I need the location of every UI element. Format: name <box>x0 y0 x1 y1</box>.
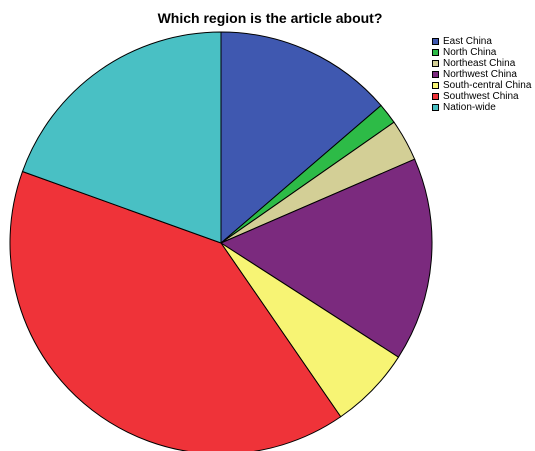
legend: East China North China Northeast China Nort… <box>432 36 531 113</box>
legend-label-east-china: East China <box>443 36 492 47</box>
legend-swatch-north-china <box>432 49 439 56</box>
chart-title: Which region is the article about? <box>157 10 383 26</box>
legend-swatch-northwest-china <box>432 71 439 78</box>
legend-item-north-china: North China <box>432 47 531 58</box>
pie-slice-nation-wide <box>21 31 222 244</box>
legend-label-nation-wide: Nation-wide <box>443 102 496 113</box>
legend-swatch-south-central-china <box>432 82 439 89</box>
pie-slice-northwest-china <box>219 158 433 358</box>
legend-swatch-southwest-china <box>432 93 439 100</box>
pie-slice-southwest-china <box>9 170 342 451</box>
legend-item-northwest-china: Northwest China <box>432 69 531 80</box>
legend-item-south-central-china: South-central China <box>432 80 531 91</box>
legend-label-northeast-china: Northeast China <box>443 58 516 69</box>
legend-item-east-china: East China <box>432 36 531 47</box>
legend-label-north-china: North China <box>443 47 497 58</box>
legend-swatch-east-china <box>432 38 439 45</box>
legend-item-nation-wide: Nation-wide <box>432 102 531 113</box>
legend-label-south-central-china: South-central China <box>443 80 532 91</box>
legend-item-southwest-china: Southwest China <box>432 91 531 102</box>
legend-item-northeast-china: Northeast China <box>432 58 531 69</box>
pie-slice-east-china <box>220 31 382 245</box>
legend-swatch-northeast-china <box>432 60 439 67</box>
legend-swatch-nation-wide <box>432 104 439 111</box>
legend-label-northwest-china: Northwest China <box>443 69 517 80</box>
legend-label-southwest-china: Southwest China <box>443 91 519 102</box>
